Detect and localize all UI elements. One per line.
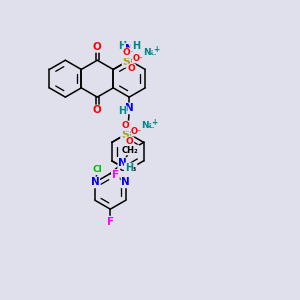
Text: F: F: [107, 217, 114, 226]
Text: O: O: [121, 121, 129, 130]
Text: S: S: [123, 57, 130, 67]
Text: N: N: [125, 103, 134, 113]
Text: N: N: [122, 177, 130, 188]
Text: +: +: [152, 118, 158, 127]
Text: N: N: [125, 44, 134, 54]
Text: O⁻: O⁻: [131, 127, 142, 136]
Text: Na: Na: [141, 121, 155, 130]
Text: H: H: [132, 41, 140, 51]
Text: +: +: [153, 45, 160, 54]
Text: Cl: Cl: [93, 165, 103, 174]
Text: N: N: [118, 158, 127, 168]
Text: O⁻: O⁻: [133, 54, 144, 63]
Text: H: H: [125, 163, 133, 173]
Text: O: O: [127, 64, 135, 74]
Text: N: N: [91, 177, 99, 188]
Text: O: O: [126, 137, 134, 146]
Text: O: O: [93, 42, 102, 52]
Text: F: F: [112, 170, 119, 180]
Text: H: H: [118, 106, 127, 116]
Text: O: O: [93, 106, 102, 116]
Text: O: O: [123, 48, 130, 57]
Text: CH₃: CH₃: [118, 164, 136, 173]
Text: Na: Na: [143, 48, 157, 57]
Text: CH₂: CH₂: [122, 146, 139, 154]
Text: H: H: [118, 41, 127, 51]
Text: S: S: [121, 130, 129, 140]
